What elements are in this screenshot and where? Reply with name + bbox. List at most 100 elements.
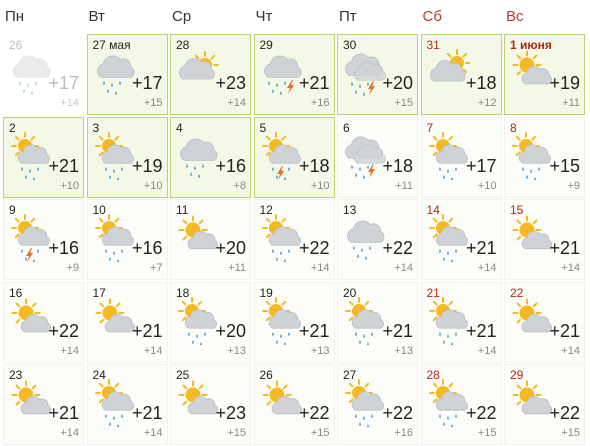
day-number: 3 <box>92 120 100 135</box>
day-cell[interactable]: 26 +22 +15 <box>253 364 335 445</box>
temp-min: +14 <box>60 427 79 439</box>
temp-min: +16 <box>394 427 413 439</box>
temp-max: +23 <box>215 73 246 93</box>
day-number: 18 <box>176 285 190 300</box>
day-number: 31 <box>426 38 440 52</box>
day-cell[interactable]: 14 +21 +14 <box>420 199 502 280</box>
day-cell[interactable]: 16 +22 +14 <box>3 281 84 363</box>
day-cell[interactable]: 24 +21 +14 <box>86 364 168 445</box>
day-cell[interactable]: 10 +16 +7 <box>86 199 168 280</box>
temp-min: +14 <box>60 344 79 357</box>
day-cell[interactable]: 31 +18 +12 <box>420 34 502 115</box>
sun-cloud-rain-icon <box>259 296 303 346</box>
weekday-label: Пн <box>5 8 25 25</box>
sun-cloud-rain-icon <box>259 214 303 263</box>
day-cell[interactable]: 18 +20 +13 <box>170 281 251 363</box>
day-cell[interactable]: 7 +17 +10 <box>420 116 502 198</box>
storm-icon <box>259 49 303 97</box>
day-number: 9 <box>9 203 16 217</box>
temp-min: +16 <box>310 97 330 109</box>
temp-max: +22 <box>298 403 330 423</box>
day-cell[interactable]: 13 +22 +14 <box>337 199 418 280</box>
day-number: 16 <box>9 285 23 300</box>
temp-max: +22 <box>549 403 580 423</box>
temp-max: +21 <box>465 320 497 341</box>
day-cell[interactable]: 26 +17 +14 <box>3 34 84 115</box>
temp-max: +17 <box>48 73 79 93</box>
temp-min: +11 <box>562 97 580 109</box>
day-cell[interactable]: 6 +18 +11 <box>337 116 418 198</box>
temp-min: +14 <box>143 427 163 439</box>
temp-max: +16 <box>215 155 246 176</box>
day-cell[interactable]: 25 +23 +15 <box>170 364 251 445</box>
temp-min: +13 <box>394 344 413 357</box>
day-number: 7 <box>426 120 434 135</box>
sun-cloud-rain-icon <box>92 379 136 428</box>
day-cell[interactable]: 1 июня +19 +11 <box>504 34 585 115</box>
temp-min: +12 <box>477 97 497 109</box>
day-cell[interactable]: 27 мая +17 +15 <box>86 34 168 115</box>
day-cell[interactable]: 9 +16 +9 <box>3 199 84 280</box>
day-cell[interactable]: 23 +21 +14 <box>3 364 84 445</box>
sun-cloud-rain-icon <box>426 296 470 346</box>
temp-min: +10 <box>143 179 163 192</box>
weekday-label: Сб <box>422 8 442 25</box>
day-number: 8 <box>510 120 517 135</box>
day-cell[interactable]: 2 +21 +10 <box>3 116 84 198</box>
day-cell[interactable]: 30 +20 +15 <box>337 34 418 115</box>
day-cell[interactable]: 11 +20 +11 <box>170 199 251 280</box>
cloud-rain-icon <box>92 49 136 97</box>
day-cell[interactable]: 28 +22 +15 <box>420 364 502 445</box>
day-number: 28 <box>426 368 440 382</box>
temp-max: +21 <box>48 155 79 176</box>
day-cell[interactable]: 27 +22 +16 <box>337 364 418 445</box>
temp-max: +17 <box>131 73 163 93</box>
day-cell[interactable]: 8 +15 +9 <box>504 116 585 198</box>
sun-cloud-rain-icon <box>342 379 386 428</box>
temp-max: +21 <box>131 403 163 423</box>
day-cell[interactable]: 17 +21 +14 <box>86 281 168 363</box>
sun-cloud-rain-icon <box>426 379 470 428</box>
cloud-rain-icon <box>175 132 219 180</box>
day-cell[interactable]: 29 +22 +15 <box>504 364 585 445</box>
day-cell[interactable]: 3 +19 +10 <box>86 116 168 198</box>
sun-cloud-icon <box>509 49 553 97</box>
day-cell[interactable]: 19 +21 +13 <box>253 281 335 363</box>
sun-cloud-icon <box>8 379 52 427</box>
day-number: 24 <box>92 368 106 382</box>
day-number: 17 <box>92 285 106 300</box>
partly-sunny-icon <box>426 49 471 97</box>
day-cell[interactable]: 29 +21 +16 <box>253 34 335 115</box>
cloud-rain-icon <box>8 49 52 97</box>
weekday-header: Пн Вт Ср Чт Пт Сб Вс <box>0 0 590 34</box>
temp-max: +22 <box>382 403 413 423</box>
sun-storm-icon <box>259 131 303 181</box>
temp-max: +17 <box>465 155 497 176</box>
day-cell[interactable]: 4 +16 +8 <box>170 116 251 198</box>
temp-max: +22 <box>382 238 413 258</box>
sun-cloud-icon <box>92 297 136 345</box>
sun-cloud-rain-icon <box>92 214 136 263</box>
temp-max: +21 <box>298 73 330 93</box>
temp-min: +10 <box>60 179 79 192</box>
day-cell[interactable]: 22 +21 +14 <box>504 281 585 363</box>
day-number: 23 <box>9 368 23 382</box>
day-cell[interactable]: 21 +21 +14 <box>420 281 502 363</box>
temp-max: +21 <box>382 320 413 341</box>
day-number: 4 <box>176 120 183 135</box>
temp-min: +13 <box>227 344 246 357</box>
temp-min: +14 <box>477 262 497 274</box>
day-number: 19 <box>259 285 273 300</box>
temp-min: +15 <box>143 97 163 109</box>
day-cell[interactable]: 20 +21 +13 <box>337 281 418 363</box>
sun-storm-icon <box>8 214 52 263</box>
temp-max: +21 <box>549 238 580 258</box>
temp-max: +19 <box>549 73 580 93</box>
day-cell[interactable]: 12 +22 +14 <box>253 199 335 280</box>
day-cell[interactable]: 5 +18 +10 <box>253 116 335 198</box>
day-cell[interactable]: 15 +21 +14 <box>504 199 585 280</box>
sun-cloud-rain-icon <box>8 131 52 181</box>
day-cell[interactable]: 28 +23 +14 <box>170 34 251 115</box>
sun-cloud-rain-icon <box>426 131 470 181</box>
